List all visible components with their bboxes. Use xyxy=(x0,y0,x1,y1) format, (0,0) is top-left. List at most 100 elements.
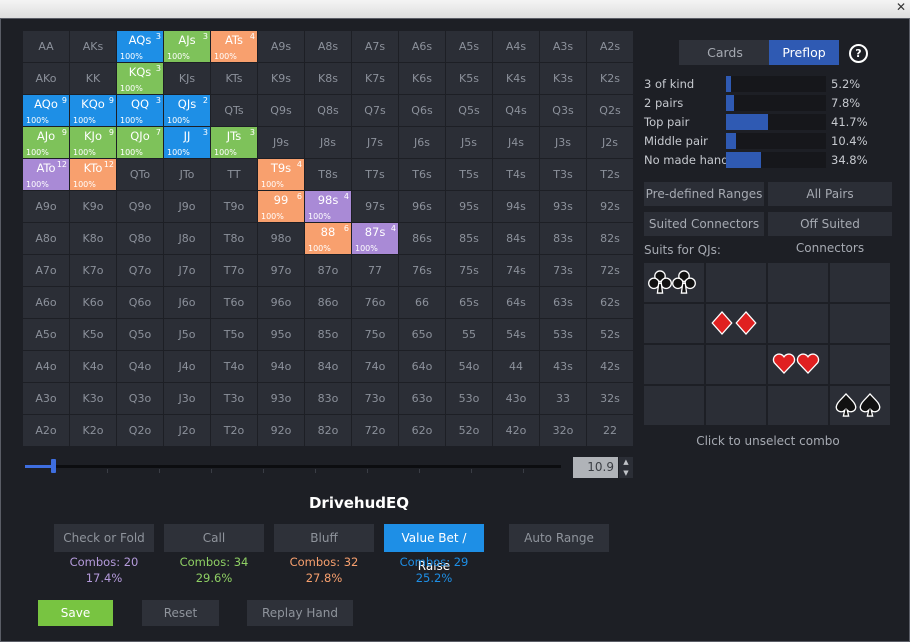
hand-cell[interactable]: 62s xyxy=(587,287,633,318)
hand-cell[interactable]: Q4o xyxy=(117,351,163,382)
hand-cell[interactable]: K8s xyxy=(305,63,351,94)
value-bet-raise-button[interactable]: Value Bet / Raise xyxy=(384,524,484,573)
spin-up-icon[interactable]: ▲ xyxy=(623,458,629,466)
hand-cell[interactable]: KJs xyxy=(164,63,210,94)
hand-cell[interactable]: KQo 9 100% xyxy=(70,95,116,126)
hand-cell[interactable]: K2o xyxy=(70,415,116,446)
hand-cell[interactable]: 66 xyxy=(399,287,445,318)
hand-cell[interactable]: A6o xyxy=(23,287,69,318)
hand-cell[interactable]: 85s xyxy=(446,223,492,254)
hand-cell[interactable]: A7o xyxy=(23,255,69,286)
suit-combo-cell[interactable] xyxy=(644,386,704,425)
off-suited-connectors-button[interactable]: Off Suited Connectors xyxy=(768,212,892,255)
hand-cell[interactable]: 99 6 100% xyxy=(258,191,304,222)
hand-cell[interactable]: A7s xyxy=(352,31,398,62)
hand-cell[interactable]: J4o xyxy=(164,351,210,382)
hand-cell[interactable]: A4o xyxy=(23,351,69,382)
hand-cell[interactable]: Q2o xyxy=(117,415,163,446)
range-spinner[interactable]: ▲ ▼ xyxy=(619,457,633,478)
hand-cell[interactable]: 76o xyxy=(352,287,398,318)
hand-cell[interactable]: 63o xyxy=(399,383,445,414)
hand-cell[interactable]: 84o xyxy=(305,351,351,382)
suited-connectors-button[interactable]: Suited Connectors xyxy=(644,212,764,236)
hand-cell[interactable]: Q3o xyxy=(117,383,163,414)
hand-cell[interactable]: 75s xyxy=(446,255,492,286)
hand-cell[interactable]: J2s xyxy=(587,127,633,158)
hand-cell[interactable]: T9o xyxy=(211,191,257,222)
hand-cell[interactable]: T7s xyxy=(352,159,398,190)
hand-cell[interactable]: 86s xyxy=(399,223,445,254)
hand-cell[interactable]: 86o xyxy=(305,287,351,318)
hand-cell[interactable]: A5o xyxy=(23,319,69,350)
suit-combo-cell[interactable] xyxy=(706,263,766,302)
hand-cell[interactable]: K3o xyxy=(70,383,116,414)
hand-cell[interactable]: Q7s xyxy=(352,95,398,126)
predefined-ranges-button[interactable]: Pre-defined Ranges xyxy=(644,182,764,206)
hand-cell[interactable]: T5s xyxy=(446,159,492,190)
hand-cell[interactable]: 73o xyxy=(352,383,398,414)
hand-cell[interactable]: 98s 4 100% xyxy=(305,191,351,222)
all-pairs-button[interactable]: All Pairs xyxy=(768,182,892,206)
hand-cell[interactable]: Q7o xyxy=(117,255,163,286)
hand-cell[interactable]: 82s xyxy=(587,223,633,254)
hand-cell[interactable]: J6o xyxy=(164,287,210,318)
hand-cell[interactable]: A5s xyxy=(446,31,492,62)
check-or-fold-button[interactable]: Check or Fold xyxy=(54,524,154,552)
hand-cell[interactable]: Q6o xyxy=(117,287,163,318)
hand-cell[interactable]: 42s xyxy=(587,351,633,382)
hand-cell[interactable]: 97s xyxy=(352,191,398,222)
hand-cell[interactable]: QTs xyxy=(211,95,257,126)
tab-cards[interactable]: Cards xyxy=(679,40,771,65)
hand-cell[interactable]: A9s xyxy=(258,31,304,62)
hand-cell[interactable]: Q9o xyxy=(117,191,163,222)
hand-cell[interactable]: J5o xyxy=(164,319,210,350)
hand-cell[interactable]: AKs xyxy=(70,31,116,62)
hand-cell[interactable]: T7o xyxy=(211,255,257,286)
hand-cell[interactable]: J4s xyxy=(493,127,539,158)
hand-cell[interactable]: 97o xyxy=(258,255,304,286)
hand-cell[interactable]: KJo 9 100% xyxy=(70,127,116,158)
hand-cell[interactable]: 87o xyxy=(305,255,351,286)
hand-cell[interactable]: KK xyxy=(70,63,116,94)
hand-cell[interactable]: K4s xyxy=(493,63,539,94)
hand-cell[interactable]: 44 xyxy=(493,351,539,382)
hand-cell[interactable]: JTs 3 100% xyxy=(211,127,257,158)
spin-down-icon[interactable]: ▼ xyxy=(623,469,629,477)
hand-cell[interactable]: QJs 2 100% xyxy=(164,95,210,126)
hand-cell[interactable]: 42o xyxy=(493,415,539,446)
hand-cell[interactable]: 72s xyxy=(587,255,633,286)
hand-cell[interactable]: 77 xyxy=(352,255,398,286)
hand-cell[interactable]: T2o xyxy=(211,415,257,446)
hand-cell[interactable]: 94s xyxy=(493,191,539,222)
hand-cell[interactable]: 96o xyxy=(258,287,304,318)
hand-cell[interactable]: T2s xyxy=(587,159,633,190)
suit-combo-cell[interactable] xyxy=(768,304,828,343)
hand-cell[interactable]: Q6s xyxy=(399,95,445,126)
hand-cell[interactable]: 85o xyxy=(305,319,351,350)
hand-cell[interactable]: J5s xyxy=(446,127,492,158)
hand-cell[interactable]: A3s xyxy=(540,31,586,62)
hand-cell[interactable]: 52s xyxy=(587,319,633,350)
hand-cell[interactable]: A2o xyxy=(23,415,69,446)
hand-cell[interactable]: 94o xyxy=(258,351,304,382)
hand-cell[interactable]: 83s xyxy=(540,223,586,254)
hand-cell[interactable]: 63s xyxy=(540,287,586,318)
hand-cell[interactable]: T9s 4 100% xyxy=(258,159,304,190)
tab-preflop[interactable]: Preflop xyxy=(769,40,839,65)
hand-cell[interactable]: Q2s xyxy=(587,95,633,126)
hand-cell[interactable]: J7o xyxy=(164,255,210,286)
hand-cell[interactable]: 95o xyxy=(258,319,304,350)
hand-cell[interactable]: Q5s xyxy=(446,95,492,126)
hand-cell[interactable]: T8o xyxy=(211,223,257,254)
hand-cell[interactable]: 65s xyxy=(446,287,492,318)
hand-cell[interactable]: J8o xyxy=(164,223,210,254)
hand-cell[interactable]: A8o xyxy=(23,223,69,254)
hand-cell[interactable]: T3s xyxy=(540,159,586,190)
hand-cell[interactable]: J3o xyxy=(164,383,210,414)
hand-cell[interactable]: J9s xyxy=(258,127,304,158)
hand-cell[interactable]: K7o xyxy=(70,255,116,286)
hand-cell[interactable]: 75o xyxy=(352,319,398,350)
hand-cell[interactable]: T8s xyxy=(305,159,351,190)
hand-cell[interactable]: 93o xyxy=(258,383,304,414)
hand-cell[interactable]: T6o xyxy=(211,287,257,318)
